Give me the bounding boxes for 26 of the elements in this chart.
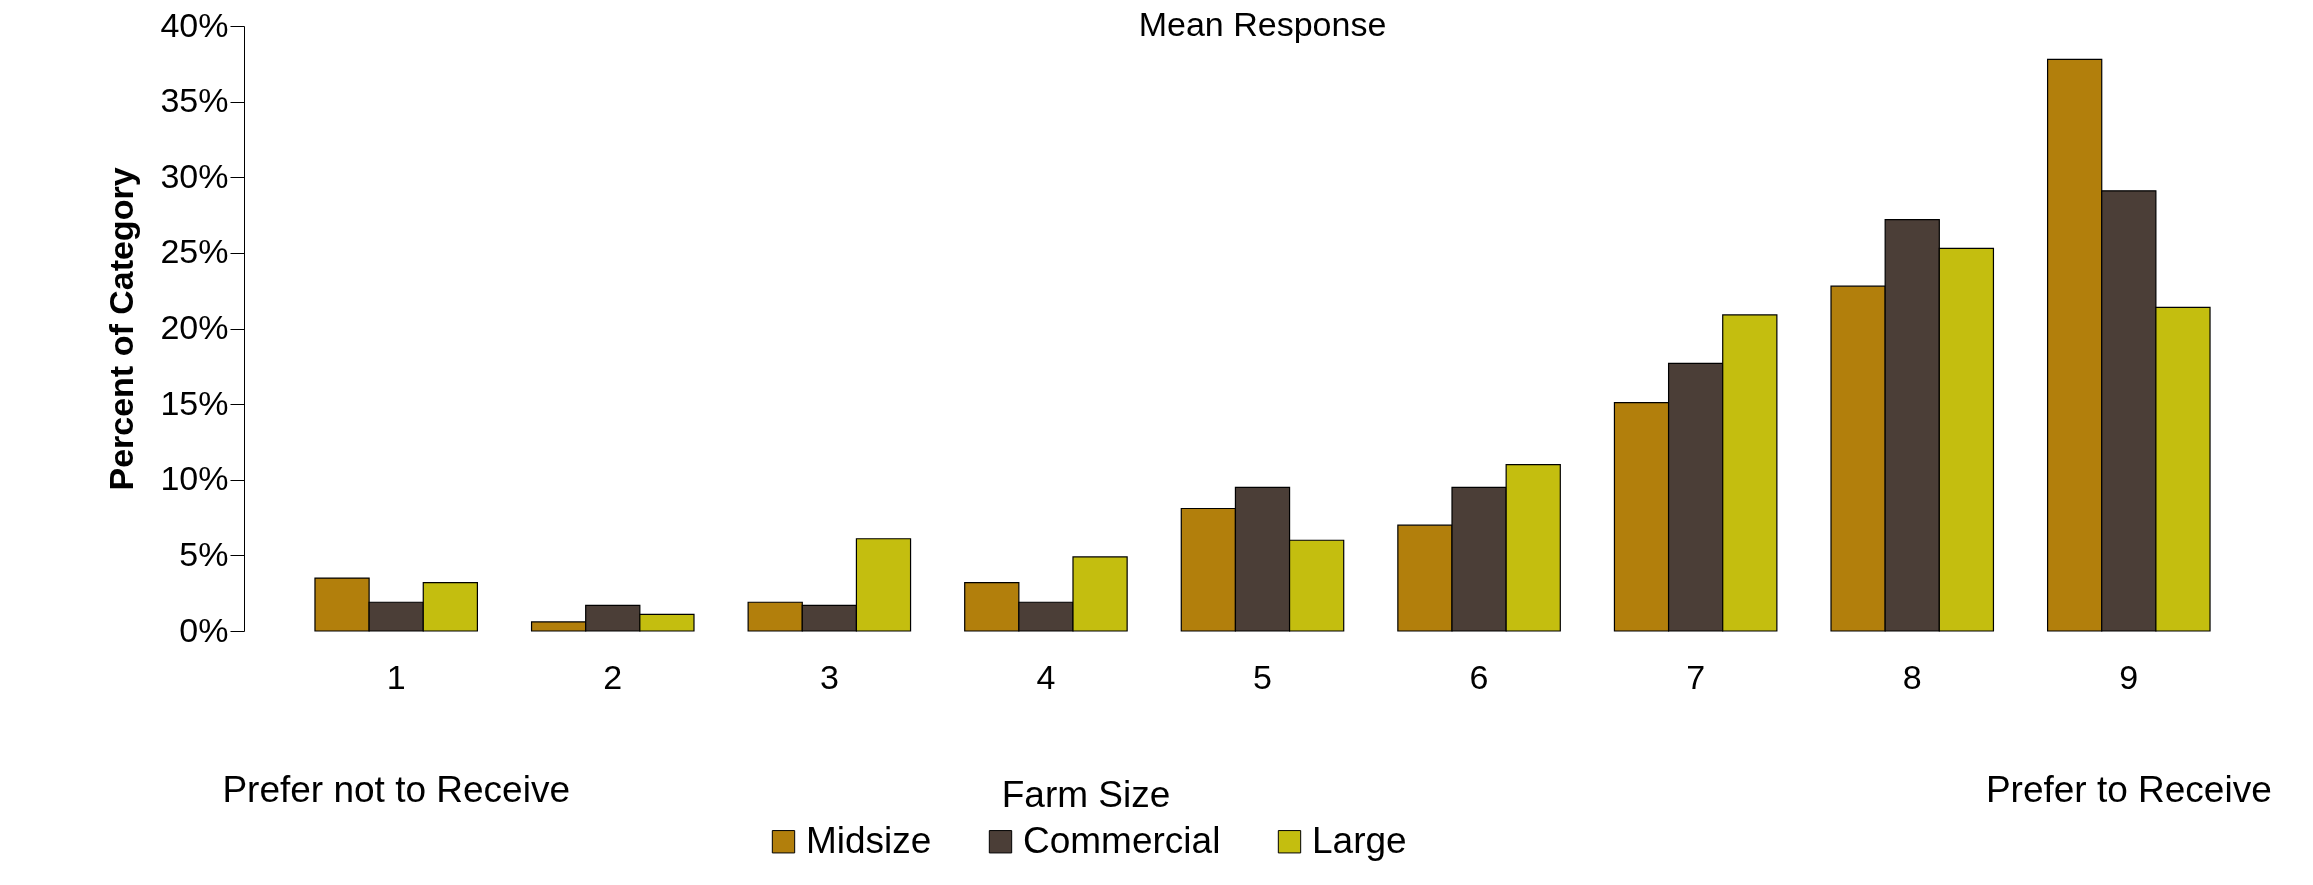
y-axis-title: Percent of Category <box>102 167 141 491</box>
x-tick-label: 6 <box>1469 657 1489 696</box>
y-tick-label: 35% <box>160 81 229 120</box>
y-tick-label: 20% <box>160 308 229 346</box>
x-tick-label: 5 <box>1253 657 1272 696</box>
legend-label: Midsize <box>806 819 932 861</box>
y-tick-label: 30% <box>160 156 229 195</box>
legend-label: Commercial <box>1023 819 1221 861</box>
text: Prefer to Receive <box>1985 769 2272 810</box>
y-tick-label: 15% <box>160 383 229 422</box>
y-tick-label: 25% <box>160 232 229 271</box>
legend-title: Farm Size <box>1001 774 1171 815</box>
x-tick-label: 8 <box>1902 657 1922 696</box>
x-tick-label: 9 <box>2119 657 2139 696</box>
legend-label: Large <box>1312 819 1407 861</box>
x-tick-label: 7 <box>1686 657 1706 696</box>
x-tick-label: 3 <box>819 657 839 696</box>
y-tick-label: 5% <box>179 534 229 573</box>
x-tick-label: 4 <box>1036 657 1056 696</box>
chart-title: Mean Response <box>1138 5 1387 43</box>
x-tick-label: 2 <box>603 657 623 696</box>
y-tick-label: 0% <box>179 610 229 649</box>
y-tick-label: 40% <box>160 5 229 44</box>
x-tick-label: 1 <box>386 657 406 696</box>
y-tick-label: 10% <box>160 459 229 498</box>
text: Prefer not to Receive <box>222 769 570 810</box>
